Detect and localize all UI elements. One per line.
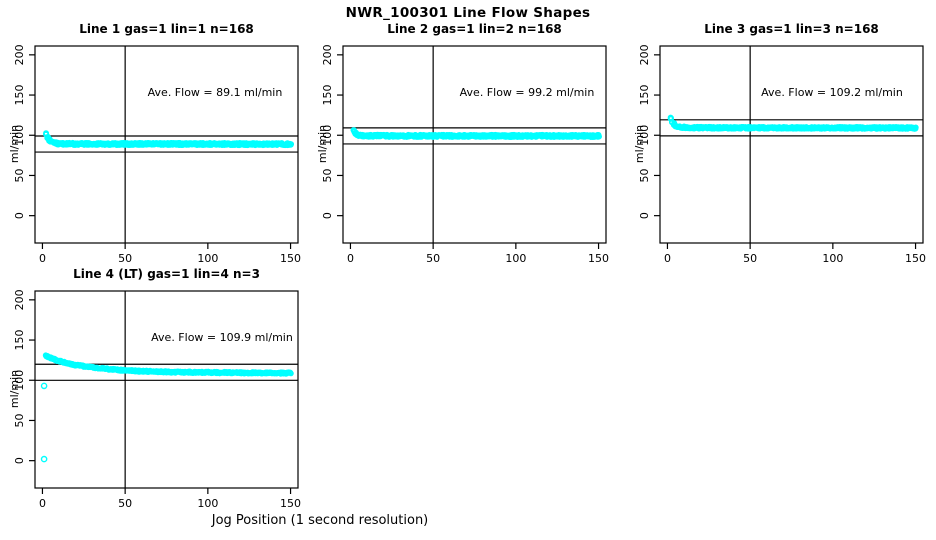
x-tick-label: 50 <box>743 252 757 265</box>
tick-labels: 0 50 100 150 0 50 100 150 200 <box>321 44 609 265</box>
reference-lines <box>660 46 923 243</box>
y-tick-label: 200 <box>13 44 26 65</box>
y-tick-label: 0 <box>13 457 26 464</box>
panel-1-y-axis-label: ml/min <box>8 124 21 164</box>
panel-3-title: Line 3 gas=1 lin=3 n=168 <box>704 22 879 36</box>
panel-4-y-axis-label: ml/min <box>8 369 21 409</box>
panel-1-ave-flow-annotation: Ave. Flow = 89.1 ml/min <box>147 86 283 99</box>
x-tick-label: 0 <box>664 252 671 265</box>
axes <box>337 54 600 249</box>
panel-3-plot: 0 50 100 150 0 50 100 150 200 <box>638 44 926 265</box>
y-tick-label: 100 <box>638 125 651 146</box>
x-tick-label: 100 <box>822 252 843 265</box>
plot-box <box>659 45 924 244</box>
axes <box>29 299 292 494</box>
scatter-points <box>350 127 602 141</box>
page-title: NWR_100301 Line Flow Shapes <box>345 5 591 21</box>
x-tick-label: 50 <box>118 252 132 265</box>
y-tick-label: 0 <box>13 212 26 219</box>
x-tick-label: 150 <box>280 252 301 265</box>
y-tick-label: 150 <box>321 85 334 106</box>
y-tick-label: 50 <box>13 413 26 427</box>
axes <box>654 54 917 249</box>
x-tick-label: 100 <box>505 252 526 265</box>
y-tick-label: 200 <box>638 44 651 65</box>
panel-2-y-axis-label: ml/min <box>316 124 329 164</box>
x-tick-label: 0 <box>39 252 46 265</box>
y-tick-label: 100 <box>321 125 334 146</box>
x-tick-label: 50 <box>426 252 440 265</box>
y-tick-label: 100 <box>13 370 26 391</box>
x-tick-label: 100 <box>197 497 218 510</box>
panel-2-ave-flow-annotation: Ave. Flow = 99.2 ml/min <box>459 86 595 99</box>
panel-1-title: Line 1 gas=1 lin=1 n=168 <box>79 22 254 36</box>
x-tick-label: 100 <box>197 252 218 265</box>
panel-4-title: Line 4 (LT) gas=1 lin=4 n=3 <box>73 267 260 281</box>
x-tick-label: 0 <box>347 252 354 265</box>
scatter-points <box>40 352 294 463</box>
panel-2-plot: 0 50 100 150 0 50 100 150 200 <box>321 44 609 265</box>
tick-labels: 0 50 100 150 0 50 100 150 200 <box>13 44 301 265</box>
tick-labels: 0 50 100 150 0 50 100 150 200 <box>638 44 926 265</box>
x-tick-label: 150 <box>905 252 926 265</box>
x-tick-label: 0 <box>39 497 46 510</box>
y-tick-label: 50 <box>13 168 26 182</box>
panel-3-ave-flow-annotation: Ave. Flow = 109.2 ml/min <box>761 86 903 99</box>
y-tick-label: 150 <box>13 85 26 106</box>
tick-labels: 0 50 100 150 0 50 100 150 200 <box>13 289 301 510</box>
panel-4-ave-flow-annotation: Ave. Flow = 109.9 ml/min <box>151 331 293 344</box>
x-tick-label: 150 <box>280 497 301 510</box>
y-tick-label: 100 <box>13 125 26 146</box>
scatter-points <box>667 114 919 132</box>
x-axis-label: Jog Position (1 second resolution) <box>211 513 429 528</box>
axes <box>29 54 292 249</box>
y-tick-label: 200 <box>321 44 334 65</box>
scatter-points <box>43 130 294 149</box>
reference-lines <box>343 46 606 243</box>
plot-box <box>34 290 299 489</box>
panel-4-plot: 0 50 100 150 0 50 100 150 200 <box>13 289 301 510</box>
panel-3-y-axis-label: ml/min <box>633 124 646 164</box>
panel-2-title: Line 2 gas=1 lin=2 n=168 <box>387 22 562 36</box>
y-tick-label: 150 <box>13 330 26 351</box>
y-tick-label: 50 <box>321 168 334 182</box>
x-tick-label: 150 <box>588 252 609 265</box>
y-tick-label: 50 <box>638 168 651 182</box>
y-tick-label: 150 <box>638 85 651 106</box>
x-tick-label: 50 <box>118 497 132 510</box>
y-tick-label: 0 <box>638 212 651 219</box>
reference-lines <box>35 291 298 488</box>
y-tick-label: 200 <box>13 289 26 310</box>
plot-box <box>34 45 299 244</box>
plot-box <box>342 45 607 244</box>
panel-1-plot: 0 50 100 150 0 50 100 150 200 <box>13 44 301 265</box>
y-tick-label: 0 <box>321 212 334 219</box>
